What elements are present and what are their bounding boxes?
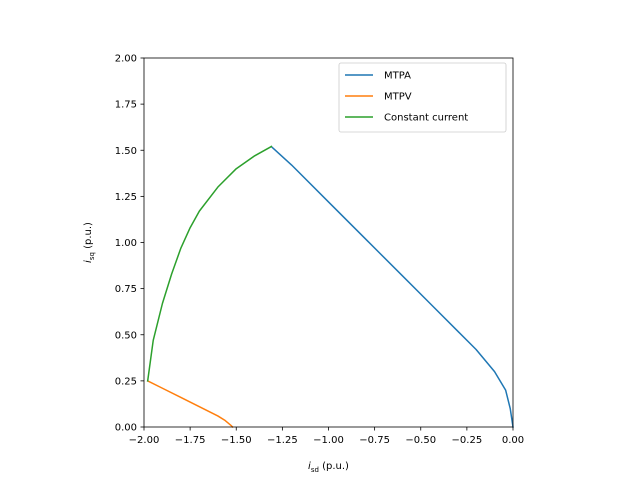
y-tick-label: 0.75 [115, 284, 137, 295]
legend-items: MTPA MTPV Constant current [345, 71, 468, 124]
y-tick-label: 2.00 [115, 54, 137, 65]
x-axis-label: isd (p.u.) [308, 461, 349, 474]
x-axis-ticks: −2.00 −1.75 −1.50 −1.25 −1.00 −0.75 −0.50 −0.25… [129, 427, 524, 446]
x-axis-label-sub: sd [311, 466, 319, 474]
y-tick-label: 0.50 [115, 330, 137, 341]
legend: MTPA MTPV Constant current [338, 62, 507, 133]
y-axis-label-sub: sq [88, 252, 96, 260]
legend-label: Constant current [384, 113, 468, 124]
series-layer [146, 145, 514, 429]
y-tick-label: 1.75 [115, 100, 137, 111]
legend-label: MTPA [384, 71, 411, 82]
y-tick-label: 1.25 [115, 192, 137, 203]
y-tick-label: 0.25 [115, 376, 137, 387]
legend-label: MTPV [384, 92, 412, 103]
x-tick-label: −1.00 [313, 435, 344, 446]
legend-box [338, 62, 507, 133]
y-axis-ticks: 0.00 0.25 0.50 0.75 1.00 1.25 1.50 1.75 2.00 [115, 54, 144, 434]
x-axis-label-unit: (p.u.) [319, 461, 349, 472]
x-tick-label: −0.75 [359, 435, 390, 446]
y-axis-label-main: i [83, 260, 94, 263]
y-tick-label: 1.50 [115, 146, 137, 157]
x-tick-label: −1.75 [175, 435, 206, 446]
x-axis-label-main: i [308, 461, 311, 472]
y-tick-label: 1.00 [115, 238, 137, 249]
y-tick-label: 0.00 [115, 423, 137, 434]
x-tick-label: −0.50 [405, 435, 436, 446]
y-axis-label: isq (p.u.) [83, 222, 96, 263]
series-line-mtpa [270, 145, 514, 428]
x-tick-label: −0.25 [452, 435, 483, 446]
x-tick-label: 0.00 [502, 435, 524, 446]
y-axis-label-unit: (p.u.) [83, 222, 94, 252]
series-line-constant-current [146, 145, 273, 382]
x-tick-label: −1.50 [221, 435, 252, 446]
x-tick-label: −2.00 [129, 435, 160, 446]
series-line-mtpv [146, 379, 234, 429]
x-tick-label: −1.25 [267, 435, 298, 446]
